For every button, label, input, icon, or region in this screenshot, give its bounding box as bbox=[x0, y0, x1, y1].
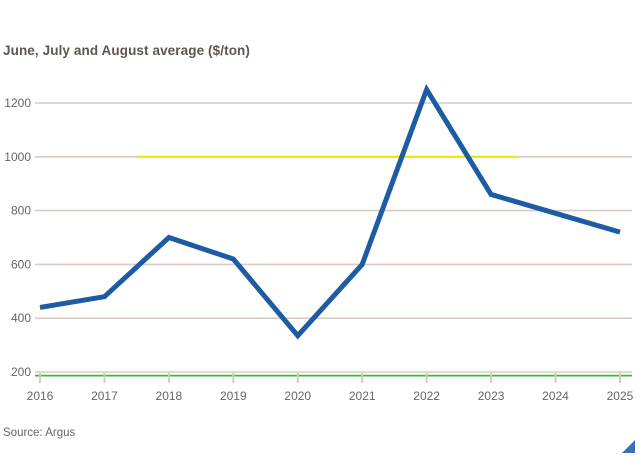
y-axis-label: 400 bbox=[11, 311, 31, 325]
y-axis-label: 1200 bbox=[4, 96, 31, 110]
x-axis-label: 2020 bbox=[284, 389, 311, 403]
y-axis-label: 1000 bbox=[4, 150, 31, 164]
x-axis-label: 2019 bbox=[220, 389, 247, 403]
x-axis-label: 2016 bbox=[27, 389, 54, 403]
x-axis-label: 2023 bbox=[478, 389, 505, 403]
y-axis-label: 200 bbox=[11, 365, 31, 379]
x-axis-label: 2018 bbox=[156, 389, 183, 403]
corner-triangle-icon[interactable] bbox=[622, 440, 635, 453]
y-axis-label: 600 bbox=[11, 257, 31, 271]
source-note: Source: Argus bbox=[3, 427, 76, 439]
chart-subtitle: June, July and August average ($/ton) bbox=[3, 43, 250, 58]
x-axis-label: 2017 bbox=[91, 389, 118, 403]
x-axis-label: 2021 bbox=[349, 389, 376, 403]
y-axis-label: 800 bbox=[11, 204, 31, 218]
price-series-line bbox=[39, 83, 621, 340]
x-axis-label: 2025 bbox=[607, 389, 634, 403]
x-axis-label: 2024 bbox=[542, 389, 569, 403]
x-axis-label: 2022 bbox=[413, 389, 440, 403]
